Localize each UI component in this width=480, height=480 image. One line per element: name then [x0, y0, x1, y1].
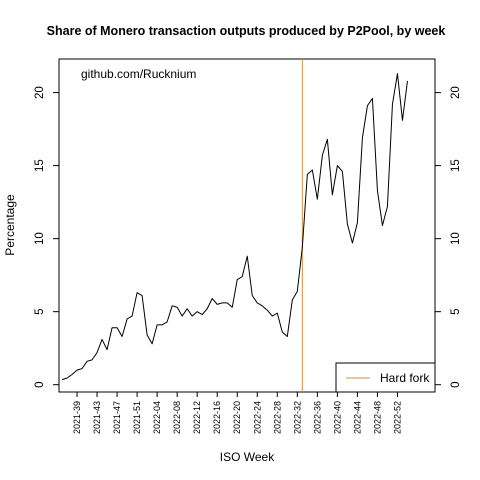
x-tick-label: 2022-52	[392, 401, 402, 434]
x-tick-label: 2022-08	[172, 401, 182, 434]
x-axis: 2021-39 2021-43 2021-47 2021-51 2022-04 2022-…	[72, 392, 402, 434]
x-tick-label: 2022-24	[252, 401, 262, 434]
x-tick-label: 2022-36	[312, 401, 322, 434]
x-tick-label: 2021-51	[132, 401, 142, 434]
x-tick-label: 2022-28	[272, 401, 282, 434]
y-axis-label: Percentage	[3, 194, 17, 256]
x-tick-label: 2022-40	[332, 401, 342, 434]
plot-frame	[58, 58, 436, 393]
y-tick-label-left: 15	[34, 159, 46, 172]
x-axis-label: ISO Week	[220, 450, 275, 464]
y-tick-label-right: 10	[450, 232, 462, 245]
legend: Hard fork	[335, 362, 436, 393]
y-axis-right: 0 5 10 15 20	[435, 86, 462, 388]
series-layer	[61, 73, 408, 381]
x-tick-label: 2022-16	[212, 401, 222, 434]
y-tick-label-left: 20	[34, 86, 46, 99]
y-tick-label-right: 20	[450, 86, 462, 99]
y-tick-label-right: 0	[450, 381, 462, 387]
y-tick-label-right: 15	[450, 159, 462, 172]
y-tick-label-left: 10	[34, 232, 46, 245]
y-tick-label-left: 5	[34, 308, 46, 314]
source-annotation: github.com/Rucknium	[81, 67, 196, 81]
y-tick-label-right: 5	[450, 308, 462, 314]
x-tick-label: 2021-47	[112, 401, 122, 434]
y-axis-left: 0 5 10 15 20	[34, 86, 59, 388]
x-tick-label: 2021-39	[72, 401, 82, 434]
x-tick-label: 2022-12	[192, 401, 202, 434]
x-tick-label: 2021-43	[92, 401, 102, 434]
x-tick-label: 2022-20	[232, 401, 242, 434]
x-tick-label: 2022-48	[372, 401, 382, 434]
x-tick-label: 2022-04	[152, 401, 162, 434]
legend-label-hard-fork: Hard fork	[380, 371, 430, 385]
y-tick-label-left: 0	[34, 381, 46, 387]
chart-title: Share of Monero transaction outputs prod…	[47, 24, 446, 38]
x-tick-label: 2022-44	[352, 401, 362, 434]
series-line	[61, 73, 408, 381]
x-tick-label: 2022-32	[292, 401, 302, 434]
